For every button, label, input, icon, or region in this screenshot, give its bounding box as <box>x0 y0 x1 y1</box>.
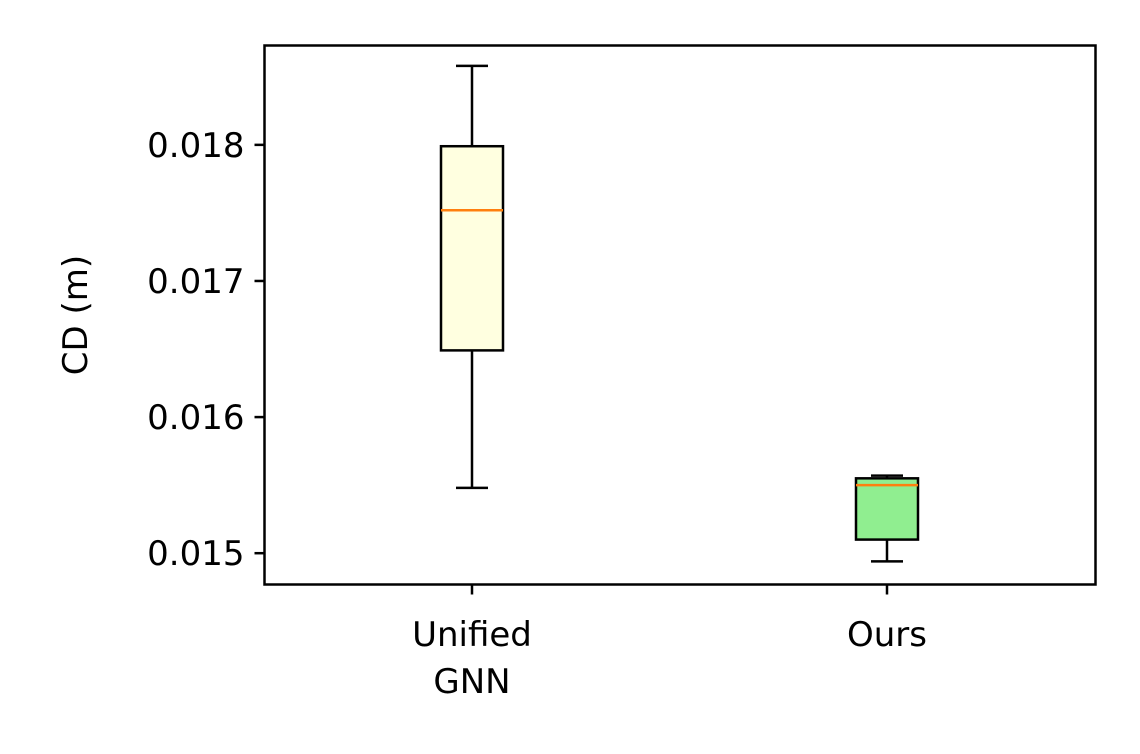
iqr-box <box>854 477 920 541</box>
x-axis: Unified GNN Ours <box>412 584 927 702</box>
x-tick-label: Unified <box>412 615 532 655</box>
plot-marks <box>439 64 920 563</box>
box-group-1 <box>439 64 505 490</box>
y-tick-label: 0.018 <box>147 126 244 166</box>
y-axis-label: CD (m) <box>56 255 96 375</box>
y-tick-label: 0.015 <box>147 534 244 574</box>
x-tick-label: Ours <box>847 615 927 655</box>
iqr-box <box>439 144 505 352</box>
box-group-2 <box>854 474 920 563</box>
y-tick-label: 0.016 <box>147 398 244 438</box>
y-axis: 0.015 0.016 0.017 0.018 <box>147 126 265 574</box>
x-tick-label: GNN <box>433 662 510 702</box>
plot-frame <box>263 44 1097 586</box>
y-tick-label: 0.017 <box>147 262 244 302</box>
